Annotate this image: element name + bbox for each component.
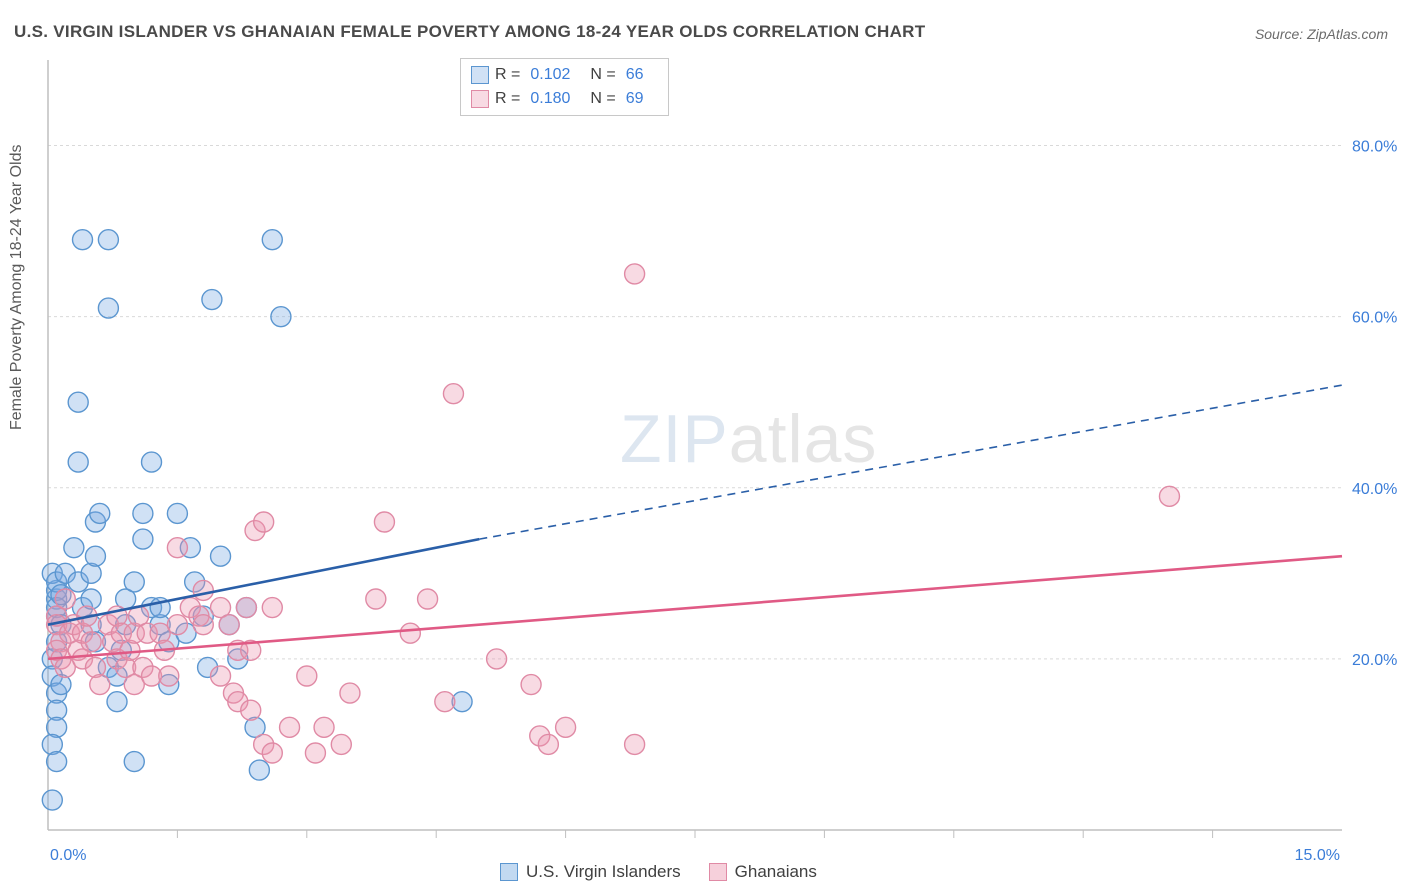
r-value: 0.102 xyxy=(530,66,570,84)
r-value: 0.180 xyxy=(530,90,570,108)
series-legend: U.S. Virgin Islanders Ghanaians xyxy=(500,862,817,882)
legend-item: U.S. Virgin Islanders xyxy=(500,862,681,882)
correlation-row-1: R = 0.102 N = 66 xyxy=(471,63,658,87)
r-label: R = xyxy=(495,90,520,108)
correlation-legend: R = 0.102 N = 66 R = 0.180 N = 69 xyxy=(460,58,669,116)
source-label: Source: ZipAtlas.com xyxy=(1255,26,1388,42)
n-label: N = xyxy=(590,90,615,108)
svg-text:60.0%: 60.0% xyxy=(1352,310,1397,327)
n-label: N = xyxy=(590,66,615,84)
swatch-icon xyxy=(709,863,727,881)
legend-label: Ghanaians xyxy=(735,862,817,882)
svg-text:20.0%: 20.0% xyxy=(1352,652,1397,669)
svg-text:15.0%: 15.0% xyxy=(1295,847,1340,864)
swatch-icon xyxy=(471,66,489,84)
n-value: 69 xyxy=(626,90,644,108)
swatch-icon xyxy=(500,863,518,881)
n-value: 66 xyxy=(626,66,644,84)
correlation-row-2: R = 0.180 N = 69 xyxy=(471,87,658,111)
scatter-chart-svg: 20.0% 40.0% 60.0% 80.0% 0.0% 15.0% xyxy=(0,50,1406,892)
legend-item: Ghanaians xyxy=(709,862,817,882)
swatch-icon xyxy=(471,90,489,108)
r-label: R = xyxy=(495,66,520,84)
svg-text:80.0%: 80.0% xyxy=(1352,139,1397,156)
chart-title: U.S. VIRGIN ISLANDER VS GHANAIAN FEMALE … xyxy=(14,22,925,42)
svg-text:0.0%: 0.0% xyxy=(50,847,86,864)
legend-label: U.S. Virgin Islanders xyxy=(526,862,681,882)
svg-text:40.0%: 40.0% xyxy=(1352,481,1397,498)
